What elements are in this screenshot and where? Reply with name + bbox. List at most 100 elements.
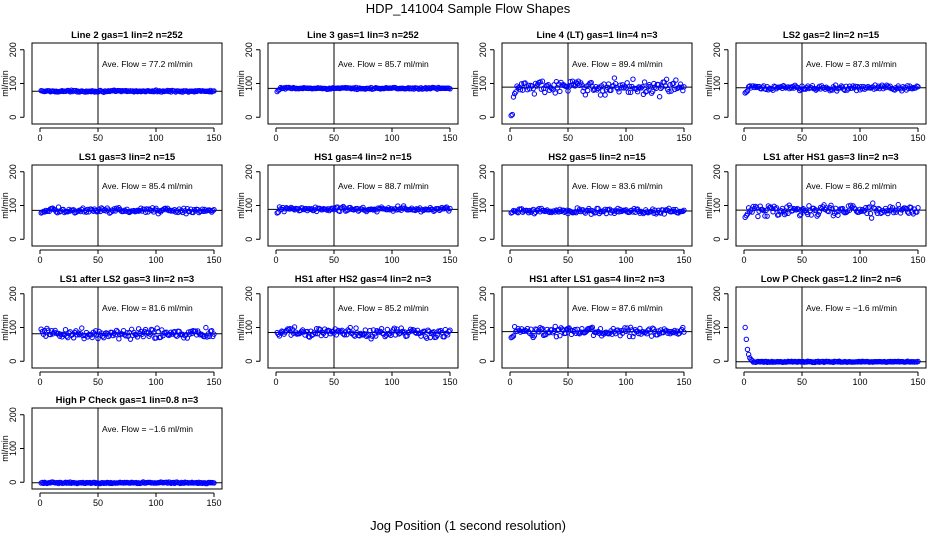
chart-panel: HS1 after LS1 gas=4 lin=2 n=3 0 100 200 ml/m… bbox=[470, 274, 693, 387]
data-point bbox=[598, 209, 605, 215]
data-point bbox=[557, 333, 563, 339]
data-point bbox=[625, 89, 632, 95]
panel-title: HS1 after LS1 gas=4 lin=2 n=3 bbox=[529, 274, 664, 285]
data-point bbox=[557, 88, 563, 95]
x-tick-label: 0 bbox=[37, 498, 42, 508]
data-point bbox=[630, 76, 636, 82]
x-axis: 0 50 100 150 bbox=[507, 127, 692, 143]
data-point bbox=[138, 328, 144, 335]
data-point bbox=[324, 207, 330, 213]
x-tick-label: 100 bbox=[852, 377, 867, 387]
data-point bbox=[634, 89, 641, 95]
chart-panel: High P Check gas=1 lin=0.8 n=3 0 100 200 ml/… bbox=[0, 395, 223, 508]
data-point bbox=[123, 333, 129, 339]
data-point bbox=[806, 203, 812, 209]
y-tick-label: 200 bbox=[244, 42, 254, 57]
data-point bbox=[779, 205, 785, 212]
y-tick-label: 100 bbox=[8, 441, 18, 456]
data-point bbox=[531, 91, 538, 97]
data-point bbox=[340, 203, 346, 210]
y-axis: 0 100 200 bbox=[8, 286, 25, 364]
data-point bbox=[539, 78, 546, 84]
data-series bbox=[38, 479, 217, 487]
y-tick-label: 0 bbox=[712, 115, 722, 120]
data-point bbox=[76, 332, 83, 338]
data-point bbox=[827, 87, 833, 94]
average-flow-annotation: Ave. Flow = 87.6 ml/min bbox=[572, 303, 663, 313]
data-point bbox=[517, 87, 524, 93]
data-point bbox=[678, 84, 685, 90]
x-tick-label: 50 bbox=[93, 498, 103, 508]
y-tick-label: 200 bbox=[244, 286, 254, 301]
x-tick-label: 50 bbox=[93, 133, 103, 143]
data-point bbox=[62, 327, 69, 333]
data-point bbox=[894, 85, 900, 92]
x-tick-label: 100 bbox=[618, 377, 633, 387]
y-tick-label: 0 bbox=[8, 480, 18, 485]
data-point bbox=[382, 333, 388, 340]
data-point bbox=[276, 333, 283, 339]
data-point bbox=[80, 332, 86, 339]
x-axis: 0 50 100 150 bbox=[273, 127, 458, 143]
panel-title: HS2 gas=5 lin=2 n=15 bbox=[548, 152, 646, 163]
data-point bbox=[186, 331, 193, 337]
x-tick-label: 0 bbox=[37, 255, 42, 265]
data-point bbox=[518, 81, 525, 87]
data-point bbox=[656, 94, 663, 100]
x-tick-label: 150 bbox=[910, 377, 925, 387]
data-point bbox=[514, 328, 520, 334]
data-point bbox=[424, 335, 430, 341]
x-tick-label: 150 bbox=[442, 133, 457, 143]
average-flow-annotation: Ave. Flow = 81.6 ml/min bbox=[102, 303, 193, 313]
y-axis-label: ml/min bbox=[470, 192, 480, 219]
data-point bbox=[553, 333, 560, 340]
data-point bbox=[291, 324, 298, 330]
data-point bbox=[828, 202, 834, 208]
data-point bbox=[637, 84, 643, 90]
data-point bbox=[676, 330, 683, 337]
data-point bbox=[823, 205, 830, 211]
y-axis: 0 100 200 bbox=[8, 164, 25, 242]
data-point bbox=[207, 87, 214, 94]
x-axis-caption: Jog Position (1 second resolution) bbox=[370, 518, 566, 533]
data-point bbox=[281, 208, 287, 215]
y-tick-label: 100 bbox=[712, 198, 722, 213]
x-tick-label: 150 bbox=[676, 377, 691, 387]
data-point bbox=[627, 324, 634, 331]
y-axis-label: ml/min bbox=[704, 70, 714, 97]
data-point bbox=[149, 327, 156, 333]
x-tick-label: 100 bbox=[148, 498, 163, 508]
data-point bbox=[658, 85, 664, 92]
x-tick-label: 50 bbox=[563, 133, 573, 143]
data-point bbox=[211, 206, 217, 213]
y-tick-label: 200 bbox=[244, 164, 254, 179]
y-axis: 0 100 200 bbox=[478, 286, 495, 364]
y-axis: 0 100 200 bbox=[478, 164, 495, 242]
data-point bbox=[447, 86, 453, 92]
x-tick-label: 50 bbox=[797, 377, 807, 387]
y-axis-label: ml/min bbox=[470, 314, 480, 341]
y-axis-label: ml/min bbox=[236, 70, 246, 97]
average-flow-annotation: Ave. Flow = 83.6 ml/min bbox=[572, 181, 663, 191]
x-tick-label: 100 bbox=[148, 133, 163, 143]
data-point bbox=[384, 326, 391, 333]
data-point bbox=[373, 333, 379, 339]
data-point bbox=[793, 207, 799, 213]
data-series bbox=[508, 75, 687, 119]
data-point bbox=[745, 351, 752, 358]
average-flow-annotation: Ave. Flow = 86.2 ml/min bbox=[806, 181, 897, 191]
data-point bbox=[94, 332, 100, 338]
x-axis: 0 50 100 150 bbox=[37, 492, 222, 508]
x-tick-label: 100 bbox=[384, 255, 399, 265]
data-point bbox=[590, 209, 597, 215]
x-tick-label: 0 bbox=[741, 377, 746, 387]
x-tick-label: 100 bbox=[384, 377, 399, 387]
chart-panel: HS1 after HS2 gas=4 lin=2 n=3 0 100 200 ml/m… bbox=[236, 274, 459, 387]
data-point bbox=[156, 208, 163, 214]
data-series bbox=[742, 82, 921, 96]
y-tick-label: 100 bbox=[478, 320, 488, 335]
data-point bbox=[627, 89, 634, 96]
data-point bbox=[915, 358, 921, 365]
data-point bbox=[681, 329, 687, 335]
y-axis: 0 100 200 bbox=[478, 42, 495, 120]
